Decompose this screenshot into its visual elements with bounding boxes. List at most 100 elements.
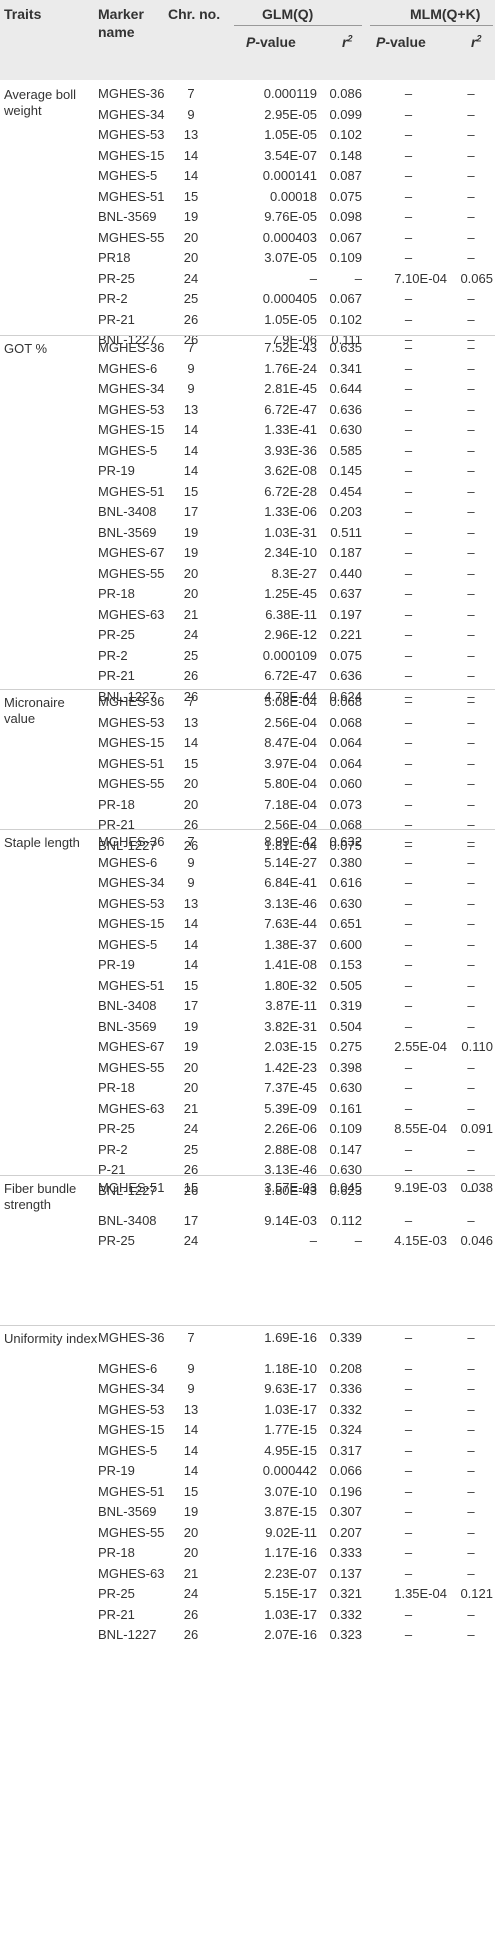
group-divider [0,1175,495,1176]
mlm-pvalue-cell: – [404,1212,413,1228]
chr-cell: 20 [183,1524,199,1540]
marker-cell: MGHES-5 [98,168,158,183]
glm-pvalue-cell: 1.03E-31 [264,524,317,540]
marker-cell: PR-19 [98,1463,135,1478]
glm-pvalue-cell: 0.000403 [262,229,317,245]
mlm-pvalue-cell: – [404,250,413,265]
glm-pvalue-cell: 0.000442 [262,1463,317,1478]
chr-cell: 9 [187,106,195,122]
chr-cell: 19 [183,209,199,224]
glm-pvalue-cell: 1.80E-43 [264,1182,317,1198]
mlm-pvalue-cell: – [404,1100,413,1116]
chr-cell: 14 [183,1463,199,1478]
glm-pvalue-cell: 2.03E-15 [264,1039,317,1054]
mlm-pvalue-cell: – [404,606,413,622]
glm-pvalue-cell: 2.07E-16 [264,1627,317,1642]
glm-pvalue-cell: 5.39E-09 [264,1100,317,1116]
glm-r2-cell: 0.075 [329,188,362,204]
chr-cell: 14 [183,463,199,478]
glm-pvalue-cell: 1.69E-16 [264,1330,317,1345]
mlm-r2-cell: – [467,957,475,972]
glm-pvalue-cell: 1.42E-23 [264,1059,317,1075]
mlm-pvalue-cell: 9.19E-03 [394,1180,447,1195]
chr-cell: 9 [187,360,195,376]
glm-r2-cell: 0.208 [329,1360,362,1376]
marker-cell: MGHES-51 [98,1180,165,1195]
marker-cell: MGHES-15 [98,422,165,437]
glm-r2-cell: 0.147 [329,1141,362,1157]
marker-cell: MGHES-5 [98,1442,158,1458]
mlm-r2-cell: – [467,796,475,812]
chr-cell: 24 [183,627,199,642]
header-glm-r2: r2 [342,33,353,50]
glm-r2-cell: 0.630 [329,1080,362,1095]
glm-r2-cell: 0.332 [329,1606,362,1622]
glm-r2-cell: 0.636 [329,668,362,683]
header-marker-line2: name [98,24,135,40]
chr-cell: 14 [183,936,199,952]
glm-pvalue-cell: 6.72E-28 [264,483,317,499]
mlm-pvalue-cell: – [404,694,413,709]
mlm-r2-cell: – [467,106,475,122]
mlm-pvalue-cell: – [404,401,413,417]
mlm-pvalue-cell: 2.55E-04 [394,1039,447,1054]
glm-pvalue-cell: 2.56E-04 [264,714,317,730]
chr-cell: 19 [183,1504,199,1519]
chr-cell: 13 [183,895,199,911]
mlm-r2-cell: 0.110 [461,1039,493,1054]
mlm-r2-cell: – [467,1504,475,1519]
glm-r2-cell: 0.505 [329,977,362,993]
marker-cell: MGHES-55 [98,1059,165,1075]
marker-cell: BNL-1227 [98,1182,157,1198]
glm-r2-cell: 0.068 [329,714,362,730]
chr-cell: 15 [183,755,199,771]
marker-cell: MGHES-36 [98,1330,165,1345]
glm-r2-cell: 0.221 [329,627,362,642]
header-chr: Chr. no. [168,6,221,22]
mlm-pvalue-cell: – [404,837,413,853]
glm-pvalue-cell: 5.15E-17 [264,1586,317,1601]
glm-pvalue-cell: 3.82E-31 [264,1018,317,1034]
mlm-r2-cell: – [467,229,475,245]
group-divider [0,829,495,830]
glm-pvalue-cell: 2.88E-08 [264,1141,317,1157]
mlm-pvalue-cell: – [404,1401,413,1417]
glm-r2-cell: 0.075 [329,837,362,853]
mlm-r2-cell: – [467,381,475,396]
marker-cell: MGHES-55 [98,565,165,581]
mlm-r2-cell: – [467,916,475,931]
glm-pvalue-cell: 3.97E-04 [264,755,317,771]
glm-pvalue-cell: 3.87E-15 [264,1504,317,1519]
glm-pvalue-cell: 7.63E-44 [264,916,317,931]
mlm-r2-cell: – [467,1360,475,1376]
glm-r2-cell: 0.623 [329,1182,362,1198]
glm-r2-cell: 0.098 [329,209,362,224]
glm-pvalue-cell: 0.000119 [263,86,317,101]
glm-r2-cell: 0.066 [329,1463,362,1478]
chr-cell: 9 [187,1360,195,1376]
chr-cell: 17 [183,998,199,1013]
mlm-r2-cell: – [467,340,475,355]
mlm-r2-cell: – [467,977,475,993]
glm-r2-cell: 0.333 [329,1545,362,1560]
mlm-r2-cell: 0.121 [460,1586,493,1601]
glm-r2-cell: – [354,270,362,286]
mlm-pvalue-cell: – [404,834,413,849]
glm-pvalue-cell: 7.37E-45 [264,1080,317,1095]
glm-pvalue-cell: 0.000141 [262,168,317,183]
mlm-pvalue-cell: – [404,442,413,458]
marker-cell: BNL-1227 [98,1627,157,1642]
mlm-r2-cell: – [467,936,475,952]
glm-pvalue-cell: 6.38E-11 [265,606,317,622]
chr-cell: 15 [183,977,199,993]
marker-cell: MGHES-34 [98,1381,165,1396]
glm-pvalue-cell: 3.07E-10 [264,1483,317,1499]
mlm-r2-cell: – [467,1059,475,1075]
mlm-pvalue-cell: – [404,340,413,355]
chr-cell: 26 [183,1182,199,1198]
mlm-pvalue-cell: – [404,776,413,791]
mlm-pvalue-cell: – [404,977,413,993]
mlm-pvalue-cell: – [404,147,413,163]
glm-r2-cell: 0.336 [329,1381,362,1396]
glm-pvalue-cell: 3.57E-03 [264,1180,317,1195]
